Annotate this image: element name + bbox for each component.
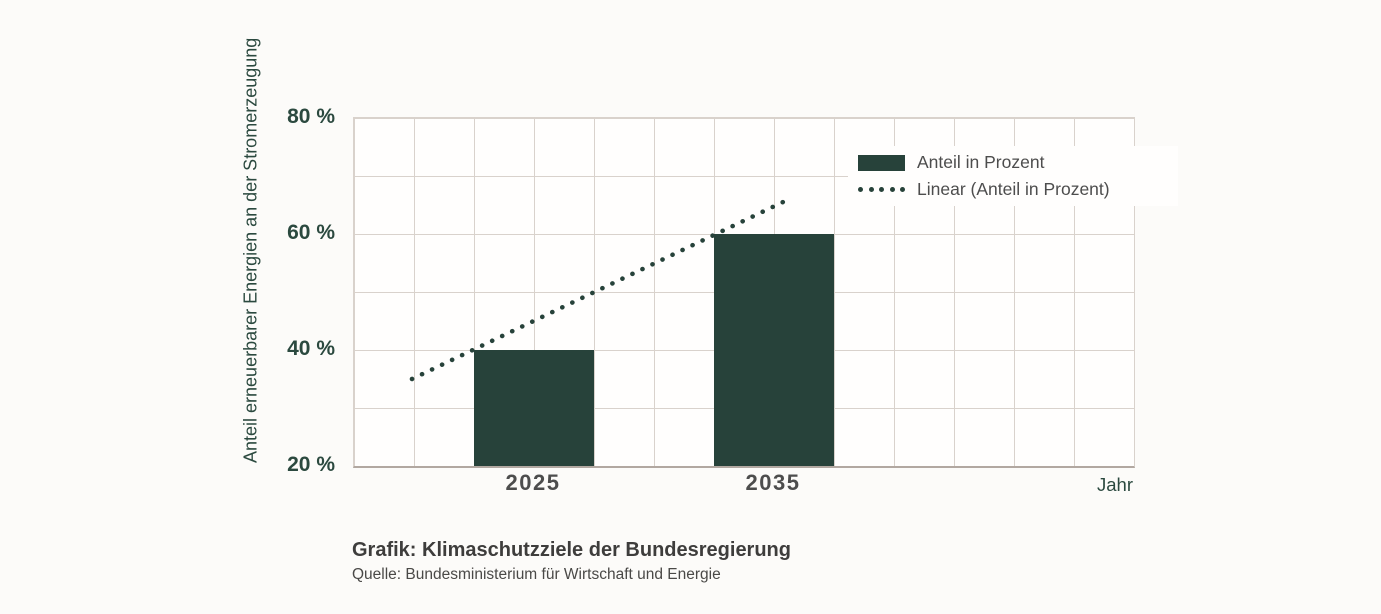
y-tick-label-40: 40 % [287,337,335,360]
legend-item-linear: Linear (Anteil in Prozent) [858,179,1178,200]
x-tick-2035: 2035 [745,470,801,495]
bar-2025 [474,350,594,466]
caption: Grafik: Klimaschutzziele der Bundesregie… [352,538,791,585]
caption-source: Quelle: Bundesministerium für Wirtschaft… [352,566,721,583]
caption-title: Grafik: Klimaschutzziele der Bundesregie… [352,539,791,561]
y-tick-label-80: 80 % [287,105,335,128]
legend-label-anteil: Anteil in Prozent [917,152,1045,172]
bar-2035 [714,234,834,466]
legend-item-anteil: Anteil in Prozent [858,152,1178,173]
y-tick-label-60: 60 % [287,221,335,244]
legend-label-linear: Linear (Anteil in Prozent) [917,179,1110,199]
legend-dotted-swatch [858,187,905,192]
legend-bar-swatch [858,154,905,171]
y-tick-label-20: 20 % [287,453,335,476]
legend: Anteil in Prozent Linear (Anteil in Proz… [848,146,1178,206]
y-axis-title: Anteil erneuerbarer Energien an der Stro… [240,37,261,463]
x-axis-label: Jahr [1097,474,1133,495]
x-tick-2025: 2025 [505,470,561,495]
